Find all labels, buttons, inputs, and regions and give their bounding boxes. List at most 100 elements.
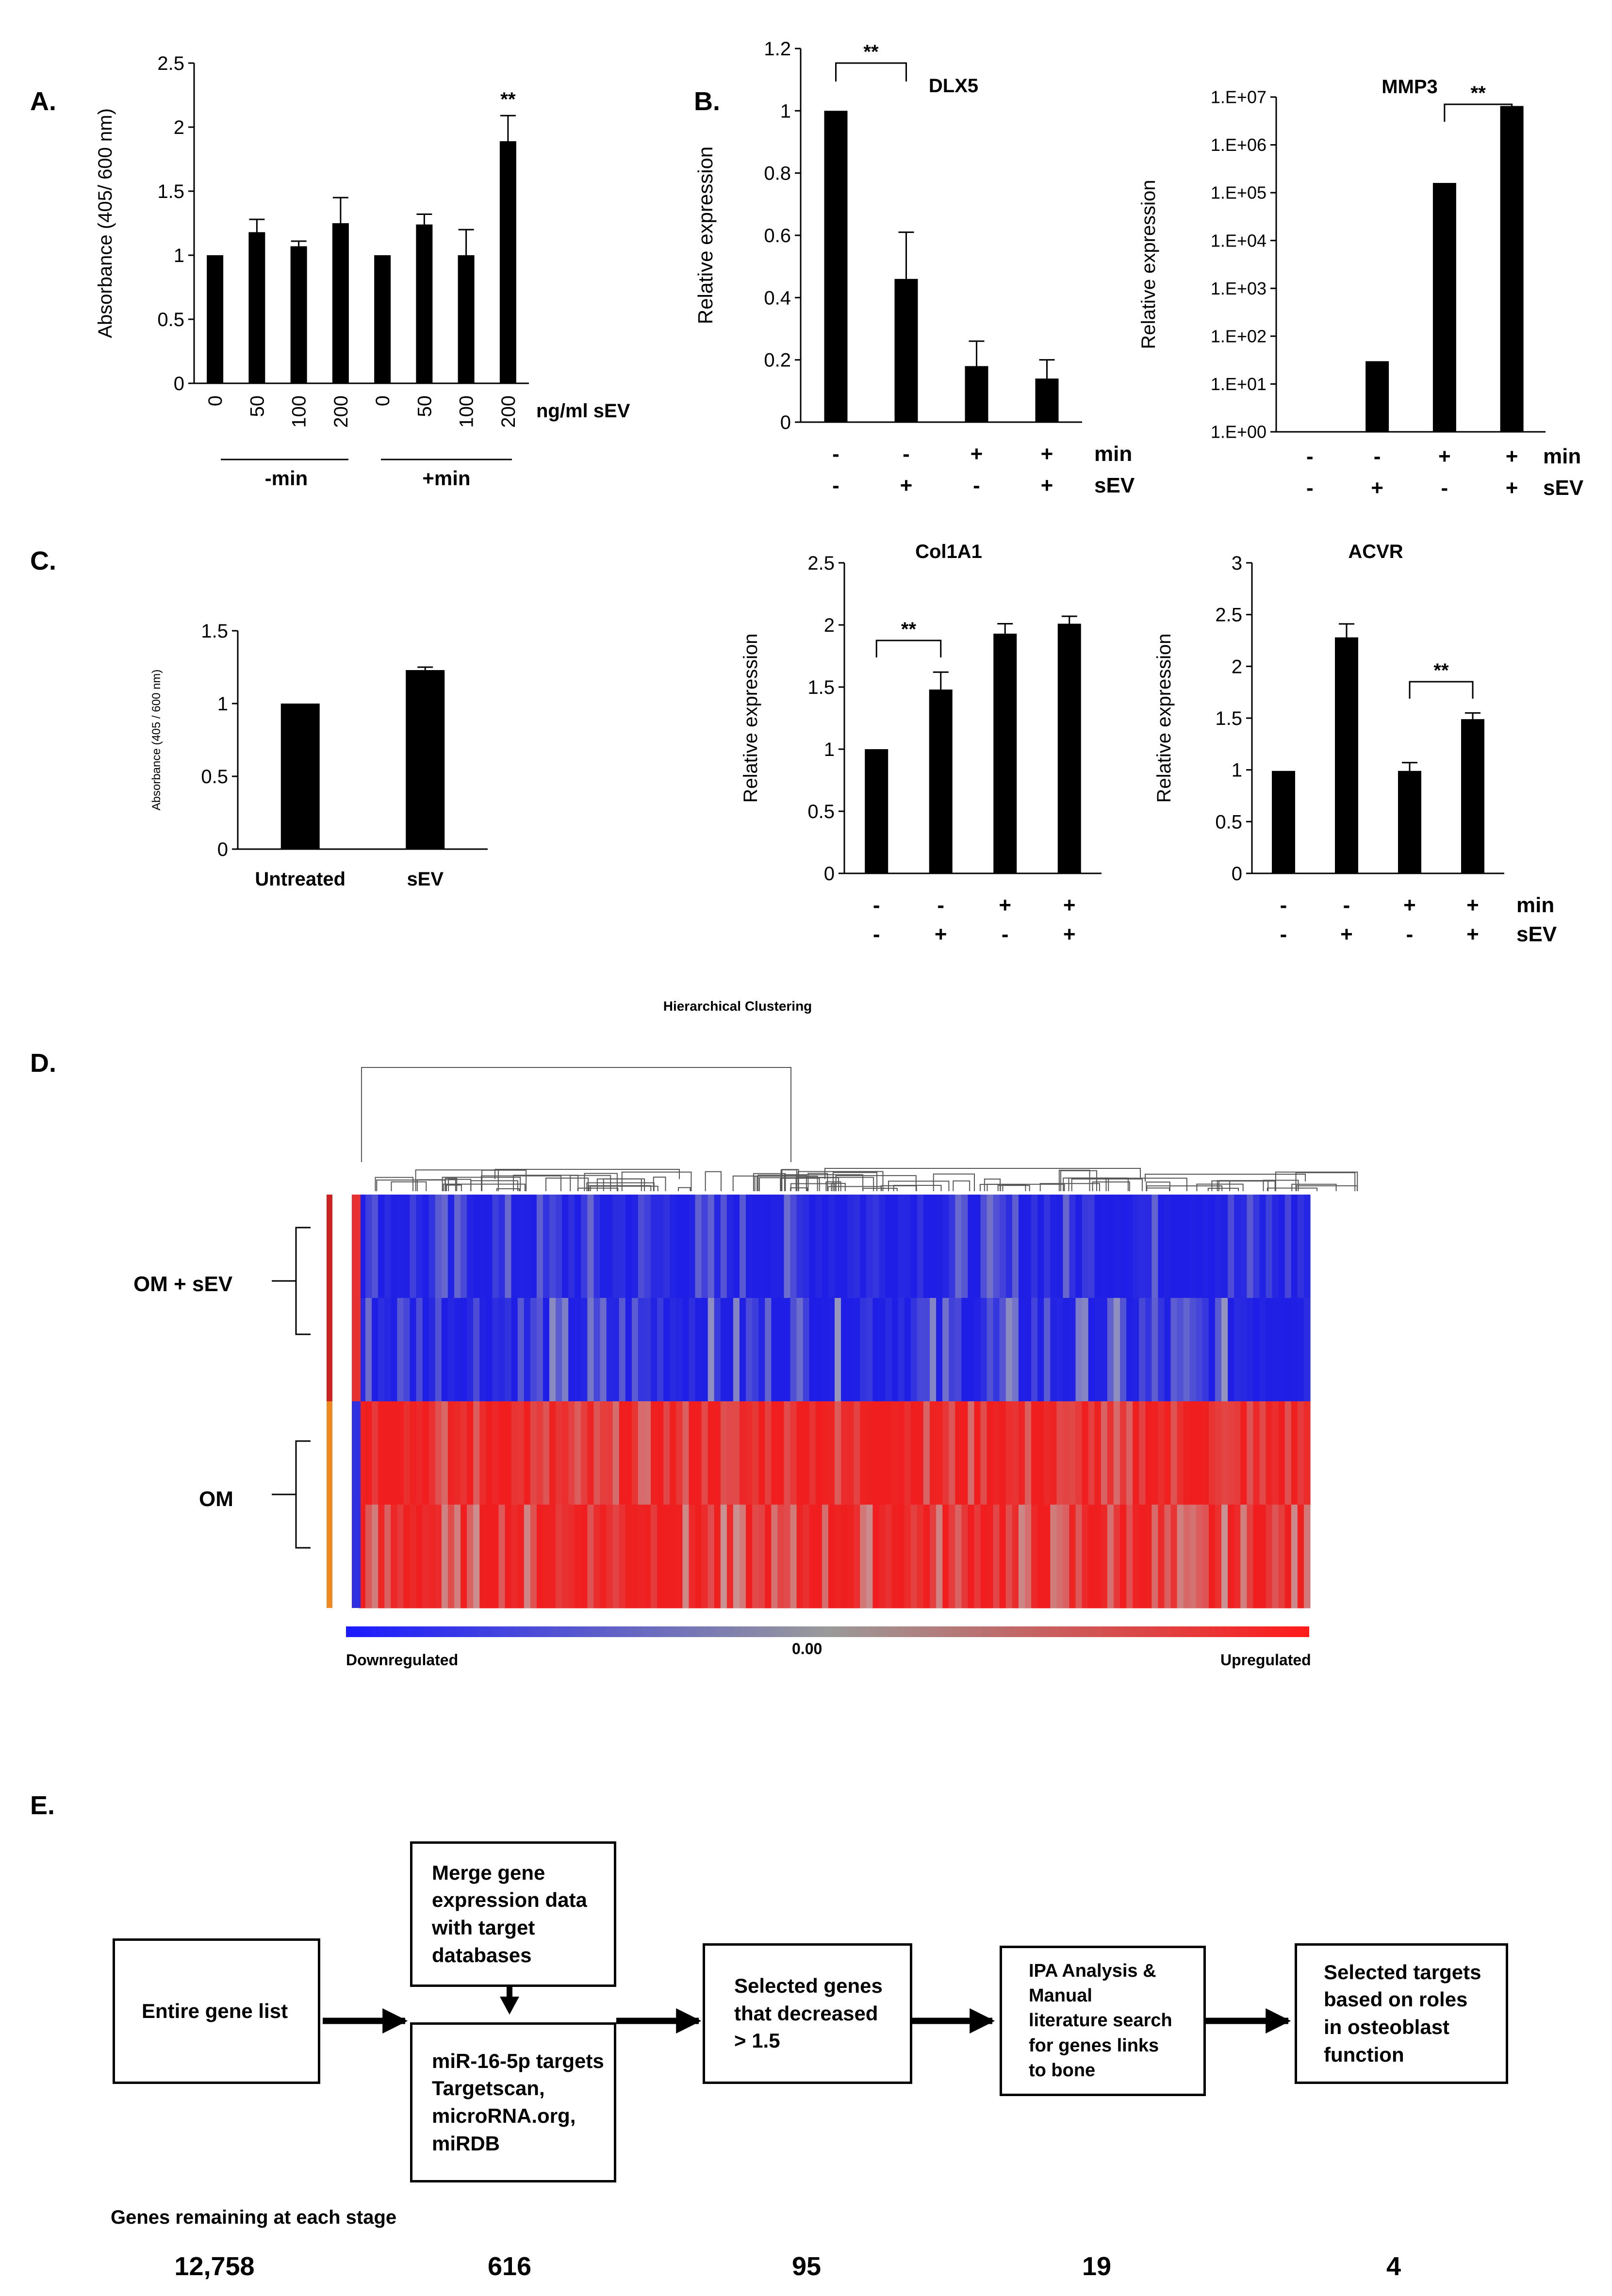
y-tick-label: 2.5 [1215,605,1242,626]
flow-box-entire-gene-list: Entire gene list [113,1938,320,2084]
heatmap-edge-col [352,1401,361,1608]
min-sign: + [1063,893,1076,917]
min-sign: - [1280,893,1287,917]
y-tick-label: 1.E+01 [1211,374,1267,394]
bar [993,633,1017,873]
count-stage-4: 19 [1082,2252,1112,2281]
panel-label-d: D. [30,1049,56,1078]
sev-sign: - [1280,922,1287,946]
y-tick-label: 2 [824,615,835,636]
bar [416,224,433,383]
bar [290,246,307,383]
min-sign: + [1506,444,1518,468]
flow-box-5-line-3: literature search [1029,2010,1172,2031]
min-sign: - [832,442,839,466]
flow-box-2-line-2: expression data [432,1888,587,1912]
significance-label: ** [1433,660,1449,681]
x-tick-label: 0 [205,395,226,406]
flow-arrows [323,1950,1291,2034]
heatmap-row-label-om-sev: OM + sEV [133,1272,233,1296]
flow-box-6-line-2: based on roles [1324,1988,1468,2011]
y-tick-label: 1.E+04 [1211,230,1267,250]
bar [1057,623,1081,873]
sev-sign: - [973,474,980,497]
panel-label-e: E. [30,1791,55,1820]
bar [280,704,320,849]
y-tick-label: 0 [824,863,835,885]
x-tick-label: 200 [330,395,352,428]
chart-a-absorbance: 0 0.5 1 1.5 2 2.5 Absorbance (405/ 600 nm) 0 50 1… [95,53,630,490]
y-tick-label: 0.2 [764,350,791,371]
bar [248,232,265,383]
y-tick-label: 1 [1232,760,1242,781]
heatmap-row-om-sev [359,1195,1311,1298]
flow-box-3-line-1: miR-16-5p targets [432,2049,604,2072]
y-tick-label: 1 [824,739,835,760]
sev-sign: - [832,474,839,497]
flow-box-selected-targets: Selected targets based on roles in osteo… [1295,1943,1508,2084]
bar [207,255,224,383]
y-tick-label: 0.6 [764,225,791,246]
y-tick-label: 0 [217,839,228,860]
y-tick-label: 1.E+05 [1211,183,1267,203]
row-bracket [295,1227,311,1335]
panel-label-a: A. [30,87,56,116]
significance-bracket [875,640,942,657]
count-stage-1: 12,758 [174,2252,255,2281]
bar [929,689,953,873]
x-tick-label: 50 [247,395,268,417]
min-sign: + [1403,893,1416,917]
bar [1398,771,1421,873]
y-tick-label: 0.5 [201,766,228,787]
flow-box-2-line-3: with target [432,1916,535,1939]
significance-label: ** [901,619,917,640]
panel-label-b: B. [694,87,720,116]
bar [865,749,888,873]
count-stage-5: 4 [1386,2252,1401,2281]
y-tick-label: 2.5 [157,53,184,74]
y-axis-label: Relative expression [694,147,717,325]
min-sign: + [1041,442,1053,466]
sev-sign: - [1441,476,1448,500]
row-label-sev: sEV [1516,922,1557,946]
y-tick-label: 1.E+02 [1211,326,1267,346]
x-tick-label: 50 [414,395,435,417]
heatmap-edge-col [352,1195,361,1401]
y-axis-label: Relative expression [1153,633,1175,803]
y-tick-label: 0.5 [807,801,835,822]
flow-box-5-line-1: IPA Analysis & [1029,1960,1156,1981]
y-tick-label: 2.5 [807,553,835,574]
significance-label: ** [1471,82,1486,104]
y-tick-label: 1.5 [807,677,835,698]
flow-box-5-line-5: to bone [1029,2060,1096,2081]
y-tick-label: 2 [174,117,184,138]
y-tick-label: 0 [1232,863,1242,885]
flow-box-selected-genes: Selected genes that decreased > 1.5 [703,1943,912,2084]
x-tick-label: 100 [456,395,477,428]
heatmap-d: Hierarchical Clustering [272,999,1358,1637]
y-tick-label: 2 [1232,656,1242,677]
min-sign: - [903,442,910,466]
sev-sign: - [1306,476,1314,500]
y-tick-label: 1.E+03 [1211,279,1267,298]
y-tick-label: 1.5 [201,621,228,642]
y-tick-label: 3 [1232,553,1242,574]
y-tick-label: 0 [780,412,791,433]
x-tick-label: 200 [498,395,519,428]
significance-bracket [1409,681,1474,699]
min-sign: - [1374,444,1381,468]
sev-sign: + [1466,922,1479,946]
count-stage-3: 95 [791,2252,822,2281]
dendrogram [361,1067,1358,1191]
row-bracket [295,1440,311,1549]
flow-box-merge: Merge gene expression data with target d… [410,1841,616,1987]
colorbar-label-low: Downregulated [346,1651,459,1669]
sev-sign: - [873,922,880,946]
x-tick-label: 0 [372,395,394,406]
y-tick-label: 0.5 [1215,811,1242,833]
chart-c-col1a1: 0 0.5 1 1.5 2 2.5 Relative expression Col1A1 - - +… [740,541,1102,946]
y-tick-label: 1.E+06 [1211,135,1267,155]
group-label-plus: +min [422,467,470,490]
x-tick-label: 100 [289,395,310,428]
colorbar-label-high: Upregulated [1220,1651,1311,1669]
